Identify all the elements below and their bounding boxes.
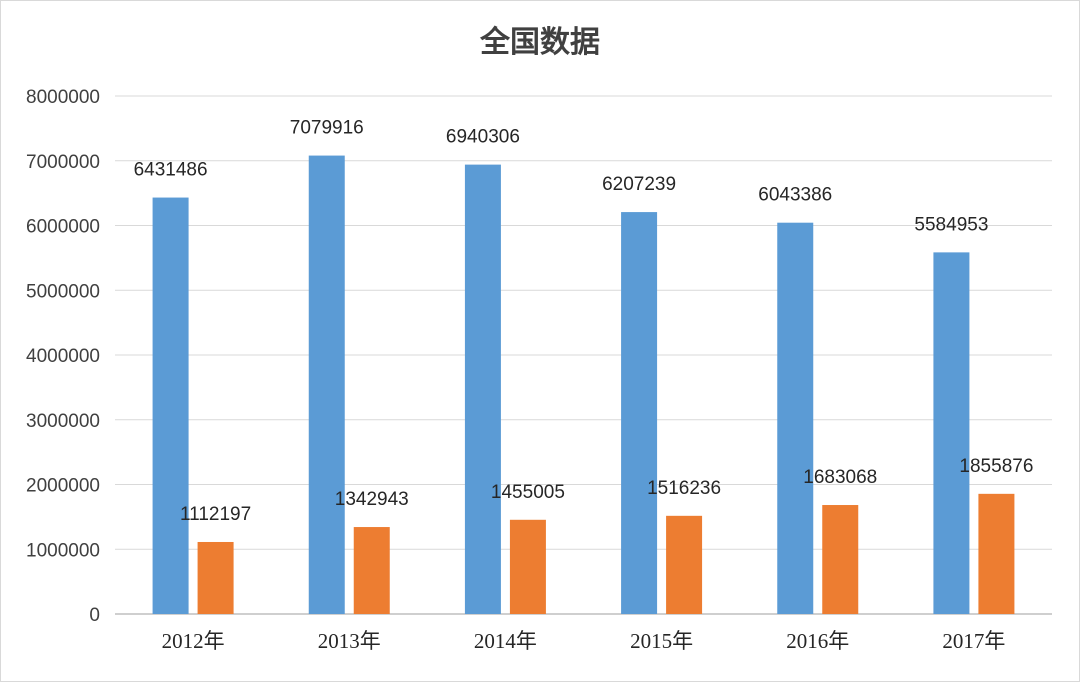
x-tick-label: 2013年 [318, 629, 381, 653]
bar-series-2 [197, 541, 234, 614]
bar-series-2 [509, 519, 546, 614]
chart-title: 全国数据 [479, 25, 600, 60]
y-tick-label: 3000000 [26, 411, 100, 432]
x-tick-label: 2016年 [786, 629, 849, 653]
y-tick-label: 7000000 [26, 152, 100, 173]
data-label: 5584953 [914, 214, 988, 235]
data-label: 6207239 [602, 174, 676, 195]
data-label: 1455005 [491, 482, 565, 503]
y-tick-label: 4000000 [26, 346, 100, 367]
data-label: 6043386 [758, 185, 832, 206]
data-label: 6431486 [134, 160, 208, 181]
bar-series-1 [464, 164, 501, 615]
bar-series-2 [822, 505, 859, 614]
y-tick-label: 6000000 [26, 217, 100, 238]
bar-series-2 [353, 527, 390, 614]
x-tick-label: 2017年 [942, 629, 1005, 653]
y-tick-label: 5000000 [26, 281, 100, 302]
data-label: 1342943 [335, 489, 409, 510]
data-label: 1516236 [647, 478, 721, 499]
x-tick-label: 2012年 [162, 629, 225, 653]
bar-series-2 [666, 515, 703, 614]
x-tick-label: 2015年 [630, 629, 693, 653]
bar-series-1 [933, 252, 970, 614]
bar-series-2 [978, 493, 1015, 614]
data-label: 6940306 [446, 127, 520, 148]
gridlines [115, 95, 1052, 615]
x-tick-label: 2014年 [474, 629, 537, 653]
y-tick-label: 0 [89, 605, 100, 626]
y-tick-label: 2000000 [26, 476, 100, 497]
x-axis-tick-labels: 2012年 2013年 2014年 2015年 2016年 2017年 [162, 629, 1006, 653]
data-label: 1683068 [803, 467, 877, 488]
data-label: 1112197 [180, 504, 251, 525]
y-tick-label: 8000000 [26, 87, 100, 108]
data-label: 7079916 [290, 118, 364, 139]
y-axis-tick-labels: 0 1000000 2000000 3000000 4000000 5000000 6000… [26, 87, 100, 626]
y-tick-label: 1000000 [26, 540, 100, 561]
bar-series-1 [777, 222, 814, 615]
data-label: 1855876 [959, 456, 1033, 477]
bar-series-1 [308, 155, 345, 614]
bar-series-1 [621, 212, 658, 614]
bar-series-1 [152, 197, 189, 614]
data-labels: 6431486 1112197 7079916 1342943 6940306 14550… [134, 118, 1034, 525]
bars [152, 155, 1015, 615]
